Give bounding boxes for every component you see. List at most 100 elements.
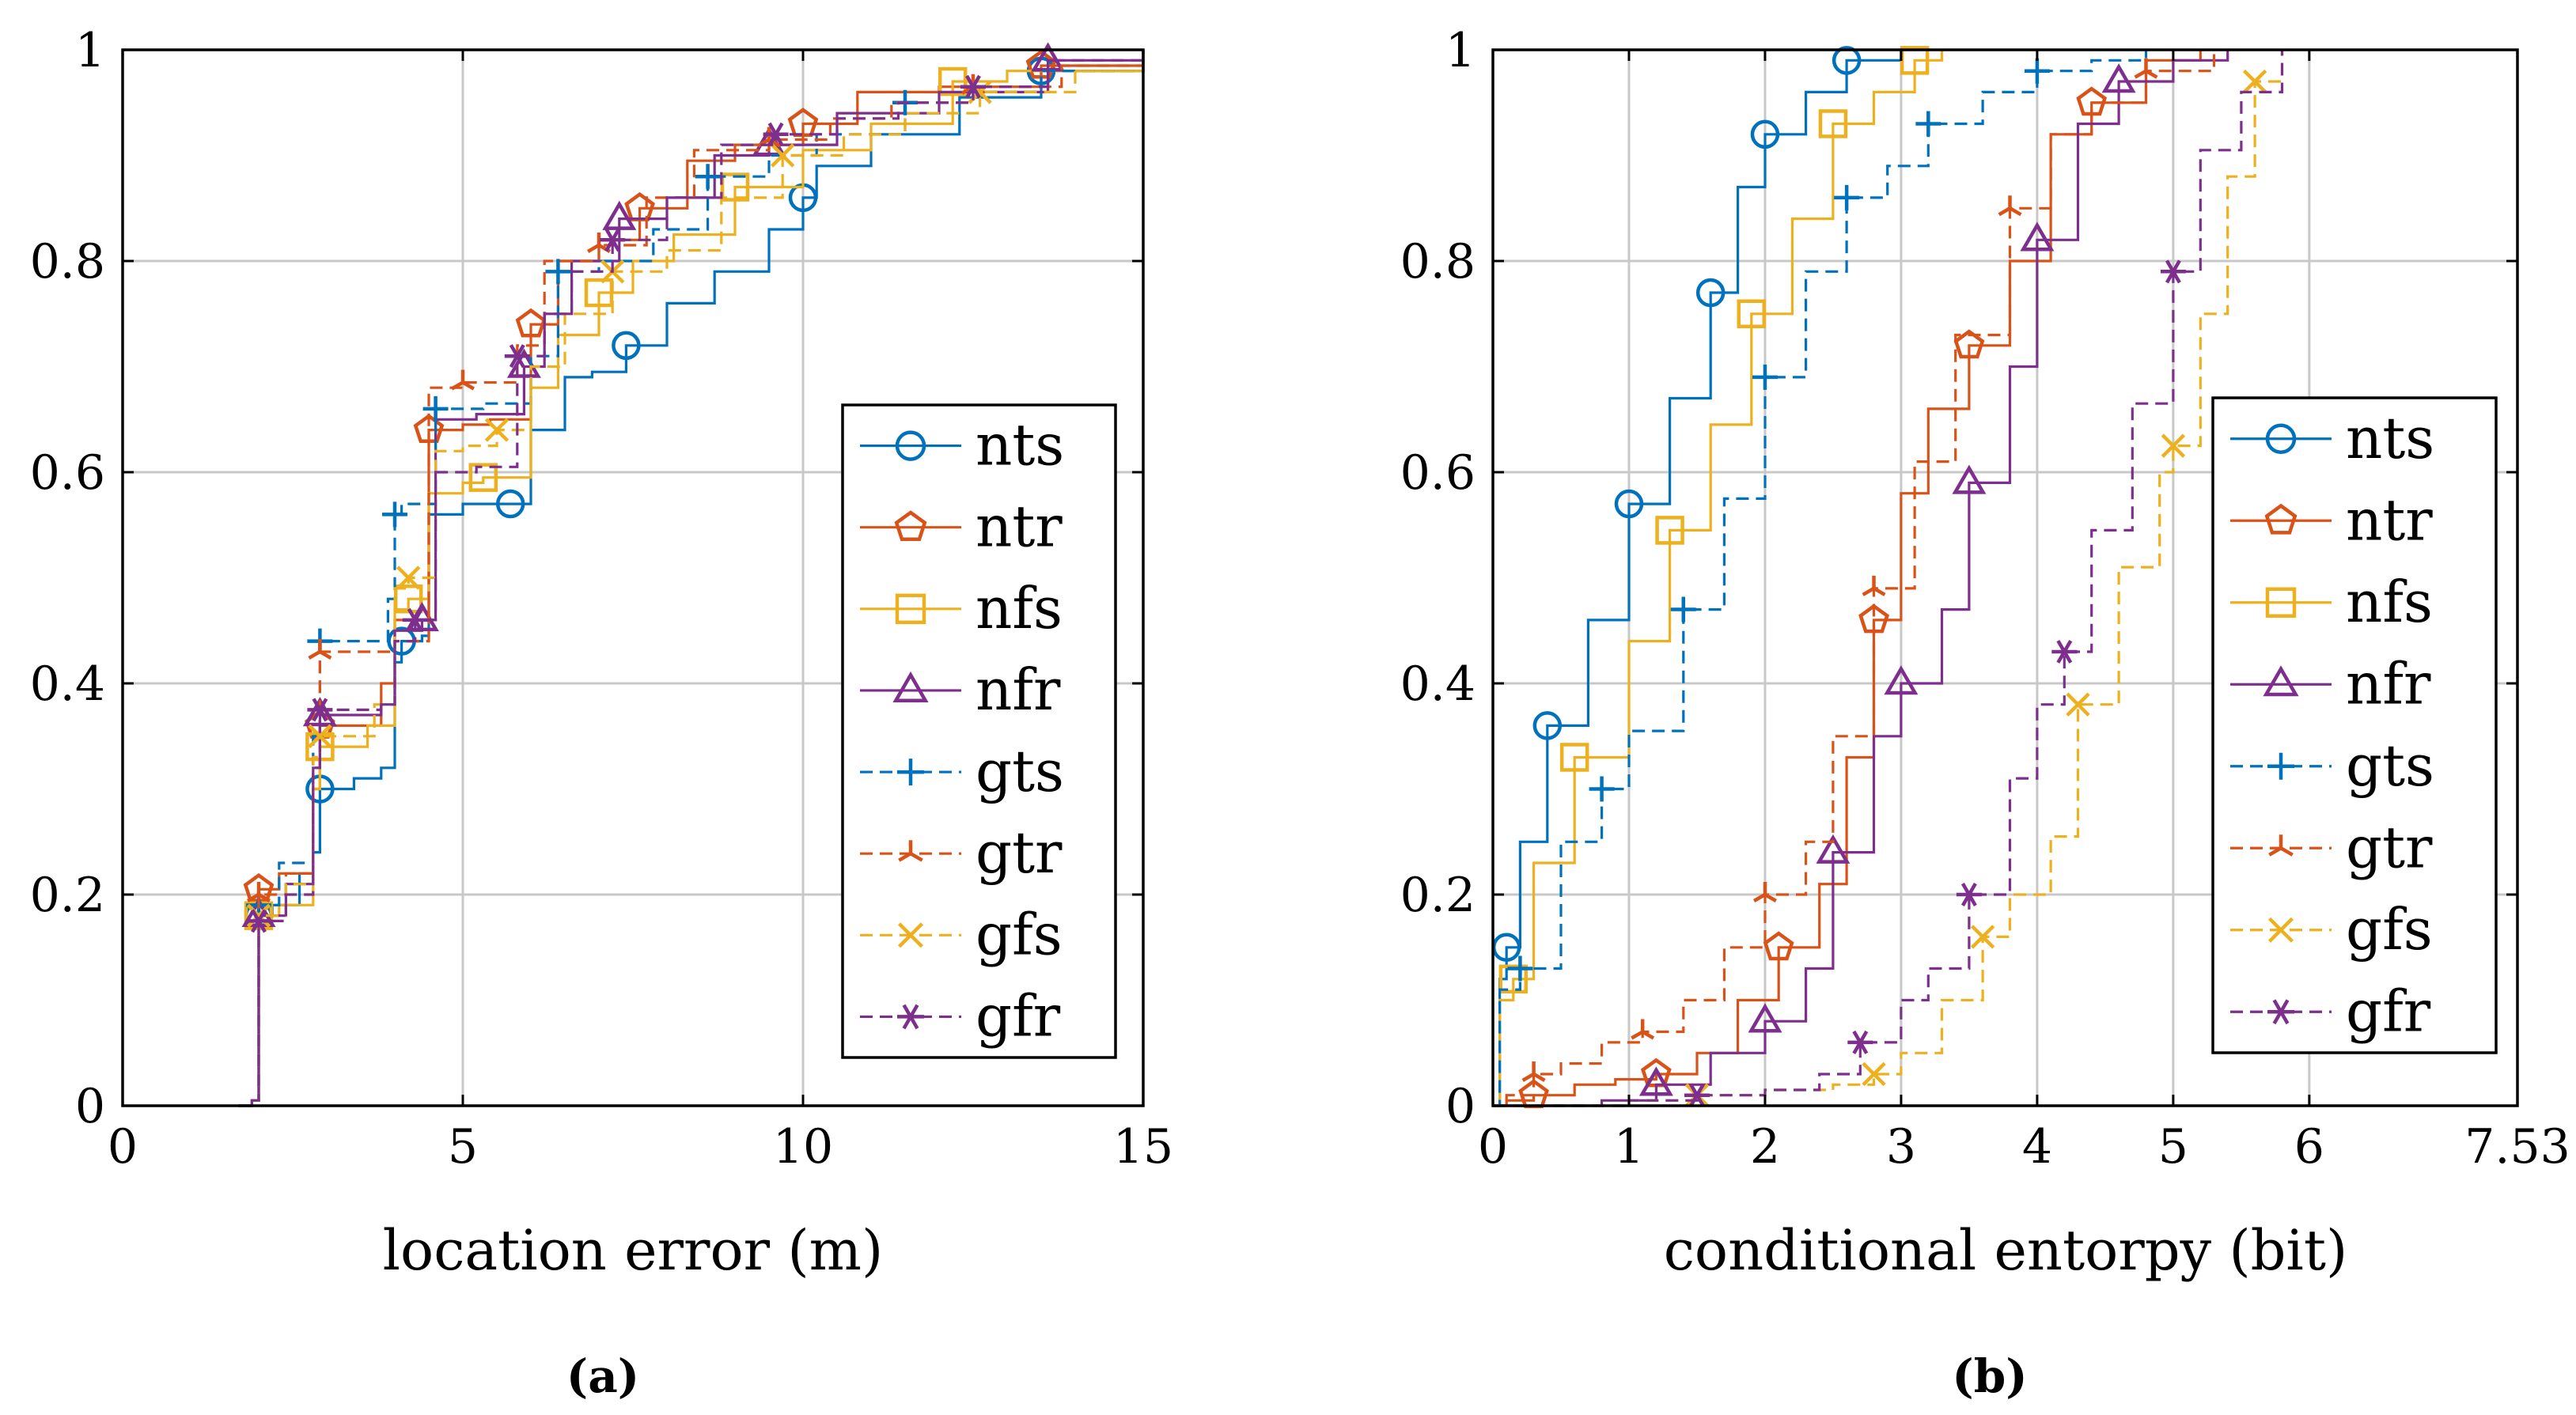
- data-point-ntr: [515, 308, 547, 338]
- legend-marker-ntr: [2264, 503, 2298, 535]
- legend-marker-nfs: [895, 593, 926, 625]
- x-axis-label-b: conditional entorpy (bit): [1664, 1218, 2348, 1283]
- legend-marker-nts: [2265, 423, 2297, 454]
- legend-label-gfr: gfr: [2346, 978, 2431, 1044]
- legend-marker-gtr: [2268, 834, 2294, 857]
- data-point-nfs: [1655, 516, 1684, 545]
- data-point-nts: [1750, 119, 1780, 149]
- data-point-ntr: [1763, 931, 1794, 961]
- x-tick-label: 3: [1886, 1119, 1916, 1175]
- x-tick-label: 6: [2294, 1119, 2324, 1175]
- data-point-gts: [695, 164, 721, 190]
- data-point-nts: [1695, 278, 1726, 308]
- data-point-gtr: [450, 369, 475, 391]
- data-point-gts: [382, 501, 407, 528]
- data-point-gtr: [1862, 575, 1886, 596]
- data-point-nfs: [938, 66, 968, 96]
- chart-panel-b: conditional entorpy (bit) (b) 0 1 2 3 4 5 6 7.5…: [1400, 23, 2570, 1403]
- axes-frame-a: [121, 48, 1145, 1107]
- data-point-gtr: [308, 639, 332, 660]
- y-tick-label: 0.6: [1400, 445, 1476, 501]
- data-point-nfr: [1748, 1003, 1782, 1033]
- data-point-gfr: [1684, 1083, 1710, 1107]
- y-tick-label: 1: [75, 23, 105, 78]
- data-point-gfr: [504, 344, 530, 369]
- axes-frame-b: [1491, 48, 2519, 1107]
- y-tick-label: 0.4: [30, 656, 105, 712]
- series-line-gfs: [1493, 50, 2284, 1107]
- x-tick-label: 15: [1113, 1119, 1173, 1175]
- chart-panel-a: location error (m) (a) 0 5 10 15 0 0.2 0.4 0.6 0…: [30, 23, 1174, 1403]
- legend-marker-ntr: [894, 510, 927, 542]
- x-tick-label: 5: [2158, 1119, 2188, 1175]
- legend-label-ntr: ntr: [975, 494, 1063, 560]
- data-point-gfs: [484, 418, 510, 442]
- data-point-gfr: [1956, 882, 1982, 907]
- data-point-nts: [1532, 711, 1563, 740]
- data-point-gts: [422, 395, 449, 422]
- legend-marker-gts: [897, 759, 924, 786]
- y-tick-label: 0.4: [1400, 656, 1476, 712]
- legend-label-nts: nts: [2346, 405, 2434, 471]
- data-point-gts: [545, 259, 571, 285]
- data-point-gfr: [402, 607, 428, 632]
- y-tick-label: 0.6: [30, 445, 105, 501]
- legend-label-gts: gts: [2346, 732, 2434, 799]
- legend-marker-nfr: [892, 671, 929, 702]
- data-point-gfs: [2242, 69, 2267, 94]
- data-point-gfs: [2066, 692, 2090, 717]
- data-point-gtr: [1521, 1061, 1546, 1082]
- data-point-ntr: [787, 108, 819, 137]
- data-point-nfs: [1818, 109, 1848, 138]
- data-point-nfr: [2020, 221, 2055, 252]
- data-point-gtr: [246, 882, 271, 902]
- plot-area-b: [1491, 46, 2284, 1109]
- data-point-gfs: [308, 724, 332, 748]
- data-point-nfs: [720, 172, 750, 202]
- legend-a: nts ntr nfs nfr gts gtr gfs gfr: [841, 403, 1117, 1059]
- legend-marker-gfs: [897, 922, 924, 948]
- x-tick-label: 0: [1478, 1119, 1508, 1175]
- data-point-nts: [612, 331, 641, 361]
- legend-marker-gfs: [2267, 917, 2294, 943]
- data-point-gts: [1834, 184, 1860, 210]
- data-point-gtr: [1631, 1019, 1655, 1040]
- data-point-gfs: [1970, 925, 1995, 949]
- data-point-gtr: [2134, 58, 2158, 79]
- data-point-gtr: [1998, 195, 2022, 217]
- data-point-nfr: [2101, 63, 2136, 93]
- legend-label-gfs: gfs: [975, 901, 1063, 967]
- data-point-gts: [1915, 111, 1941, 137]
- legend-marker-gts: [2267, 752, 2294, 780]
- legend-label-gts: gts: [975, 738, 1064, 804]
- y-tick-label: 1: [1445, 23, 1476, 78]
- data-point-nts: [495, 489, 525, 519]
- data-point-nfr: [1638, 1066, 1673, 1096]
- legend-label-ntr: ntr: [2346, 486, 2433, 553]
- data-point-gfr: [2051, 639, 2078, 664]
- legend-label-gfs: gfs: [2346, 896, 2433, 963]
- legend-label-nfs: nfs: [2346, 569, 2433, 635]
- x-axis-label-a: location error (m): [383, 1218, 884, 1283]
- data-point-gfr: [763, 122, 789, 146]
- y-tick-label: 0.8: [1400, 234, 1476, 289]
- x-tick-label: 5: [448, 1119, 478, 1175]
- data-point-nfs: [1737, 299, 1767, 328]
- data-point-nfr: [602, 200, 637, 230]
- data-point-gts: [2024, 58, 2050, 84]
- x-tick-label: 2: [1750, 1119, 1780, 1175]
- data-point-gfr: [960, 74, 986, 99]
- data-point-nfs: [468, 463, 498, 492]
- legend-label-nfr: nfr: [2346, 650, 2431, 717]
- data-point-ntr: [1953, 329, 1985, 359]
- data-point-gfr: [246, 909, 271, 933]
- data-point-gfs: [2161, 433, 2186, 458]
- data-point-nfr: [1884, 665, 1919, 695]
- data-point-gfr: [1847, 1030, 1873, 1054]
- x-tick-label: 7.53: [2464, 1119, 2570, 1175]
- subfigure-caption-b: (b): [1952, 1349, 2027, 1403]
- data-point-gtr: [1752, 881, 1777, 902]
- legend-marker-nfr: [2263, 665, 2299, 697]
- data-point-gts: [1752, 364, 1778, 390]
